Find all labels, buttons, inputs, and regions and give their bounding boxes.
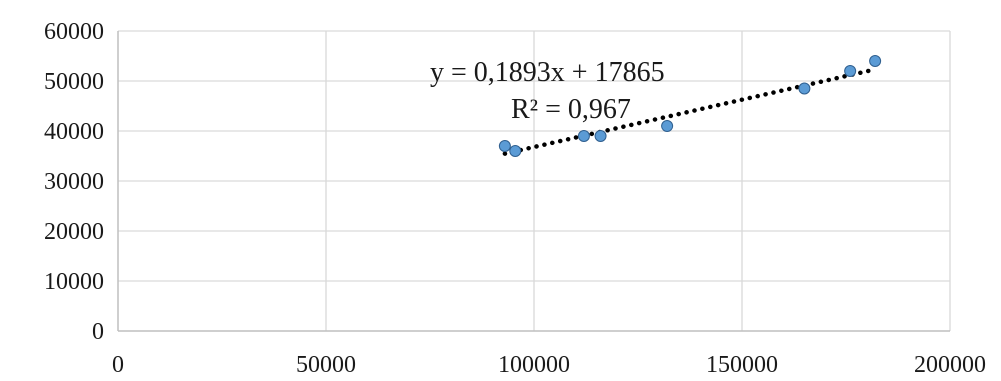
data-point-6 xyxy=(844,65,857,77)
data-point-4 xyxy=(661,120,674,132)
x-tick-label-2: 100000 xyxy=(498,352,570,378)
trendline-equation: y = 0,1893x + 17865 xyxy=(430,57,665,88)
trendline xyxy=(502,67,878,156)
x-tick-label-4: 200000 xyxy=(914,352,986,378)
data-point-7 xyxy=(869,55,882,67)
y-tick-label-4: 40000 xyxy=(44,119,104,145)
label-layer: 0 10000 20000 30000 40000 50000 60000 0 50000 100… xyxy=(44,19,986,378)
data-point-1 xyxy=(509,145,522,157)
y-tick-label-0: 0 xyxy=(92,319,104,345)
y-tick-label-2: 20000 xyxy=(44,219,104,245)
data-point-3 xyxy=(594,130,607,142)
grid-layer xyxy=(118,30,951,331)
data-point-2 xyxy=(577,130,590,142)
y-tick-label-6: 60000 xyxy=(44,19,104,45)
annotation-layer: y = 0,1893x + 17865 R² = 0,967 xyxy=(430,57,665,125)
points-layer xyxy=(498,55,882,157)
data-point-5 xyxy=(798,82,811,95)
axis-layer xyxy=(117,31,950,332)
trendline-layer xyxy=(502,67,878,156)
x-tick-label-3: 150000 xyxy=(706,352,778,378)
data-point-0 xyxy=(498,140,511,152)
x-tick-label-1: 50000 xyxy=(296,352,356,378)
y-tick-label-5: 50000 xyxy=(44,69,104,95)
x-tick-label-0: 0 xyxy=(112,352,124,378)
y-tick-label-3: 30000 xyxy=(44,169,104,195)
y-tick-label-1: 10000 xyxy=(44,269,104,295)
trendline-r-squared: R² = 0,967 xyxy=(511,94,631,125)
